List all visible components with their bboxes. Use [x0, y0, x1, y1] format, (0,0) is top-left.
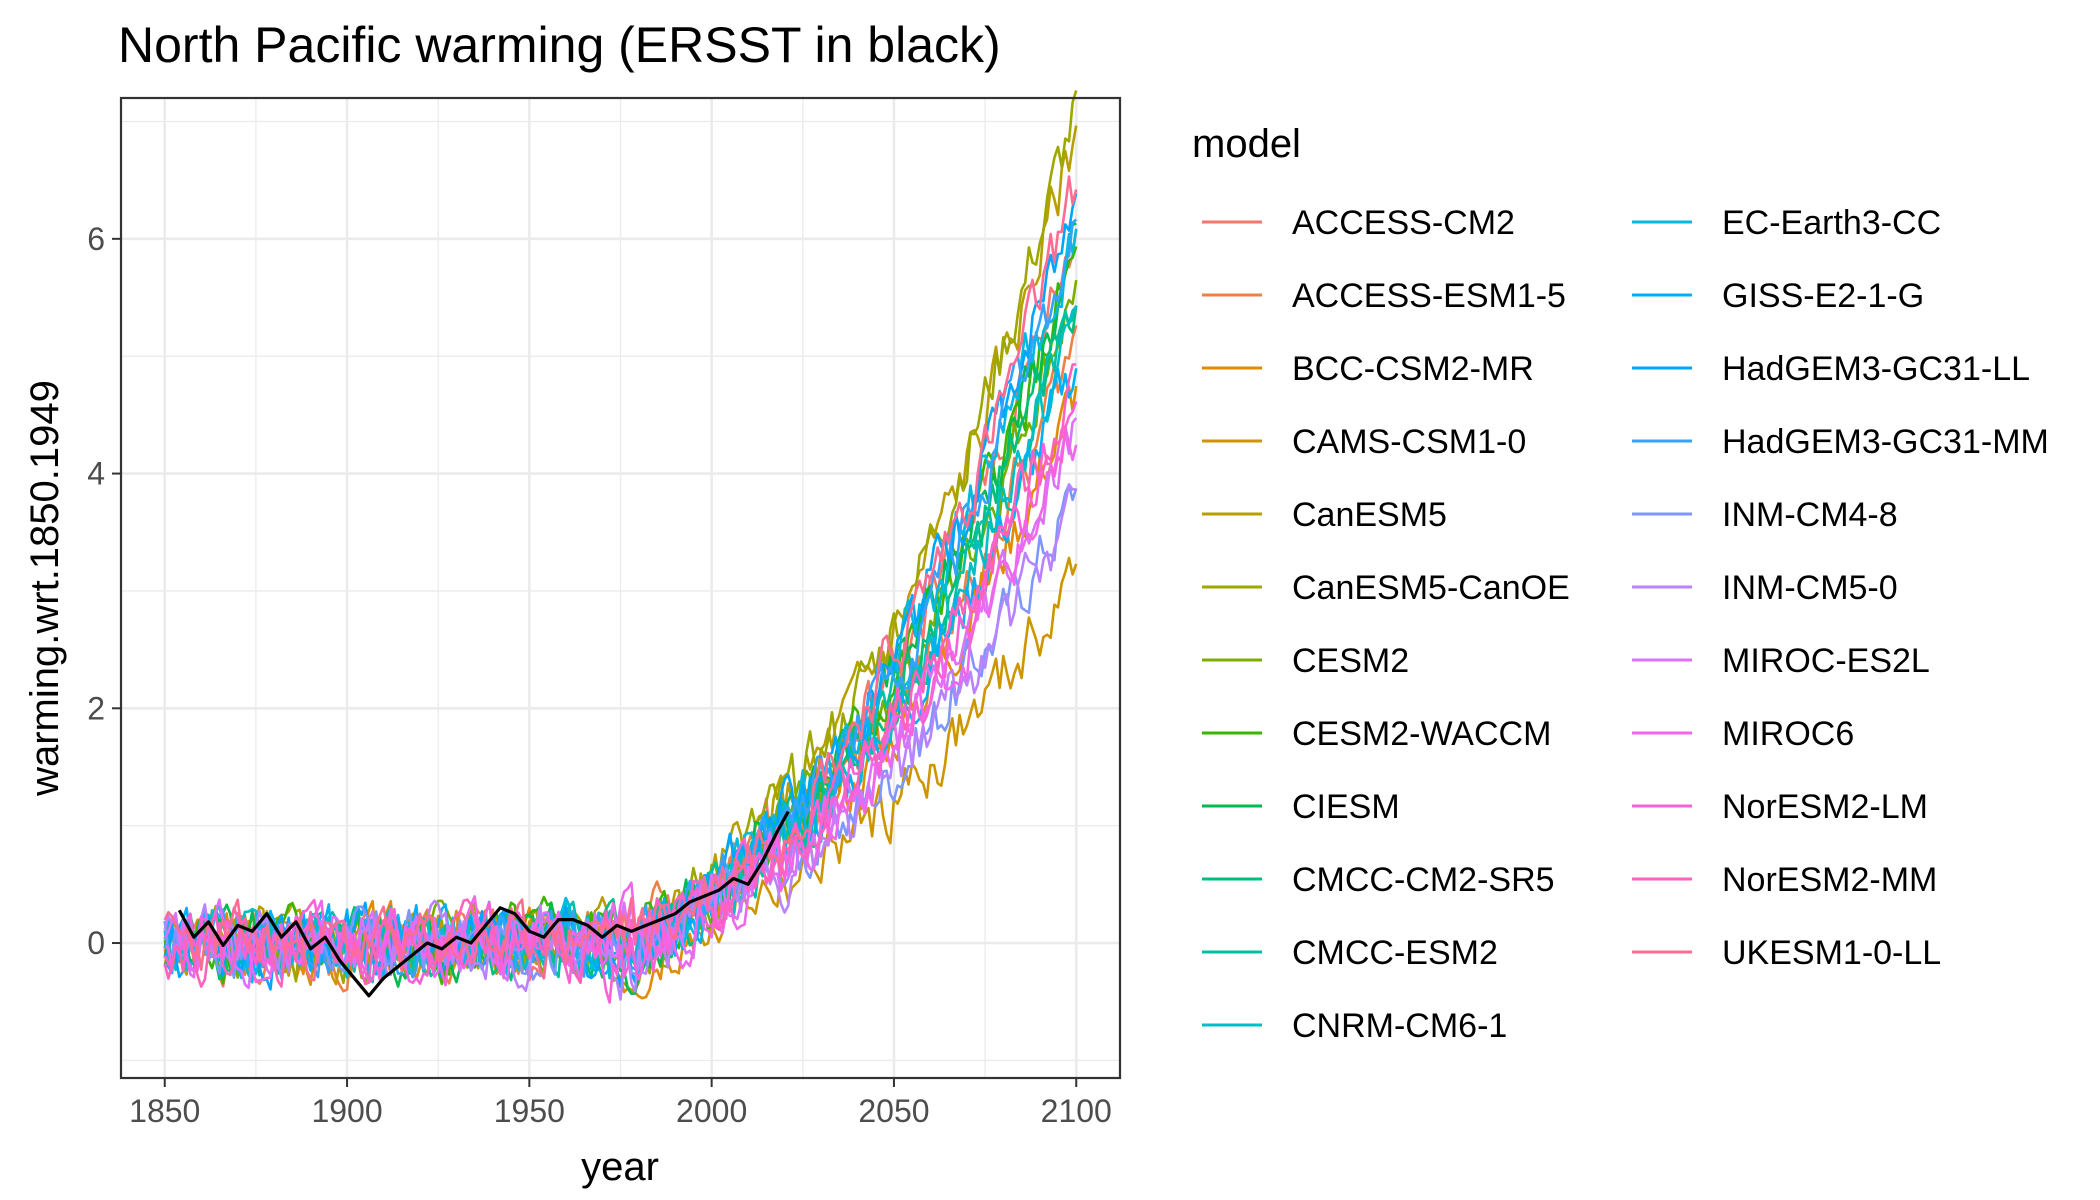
x-tick-label: 2100 — [1041, 1093, 1112, 1129]
legend-label: UKESM1-0-LL — [1722, 934, 1941, 972]
legend-label: CanESM5 — [1292, 496, 1447, 534]
x-tick-label: 1900 — [311, 1093, 382, 1129]
legend-label: MIROC6 — [1722, 715, 1854, 753]
legend-label: BCC-CSM2-MR — [1292, 350, 1534, 388]
y-axis: 0 2 4 6 — [87, 221, 121, 961]
grid — [121, 98, 1120, 1078]
x-tick-label: 1850 — [129, 1093, 200, 1129]
x-tick-label: 2000 — [676, 1093, 747, 1129]
legend-label: MIROC-ES2L — [1722, 642, 1930, 680]
x-tick-label: 2050 — [858, 1093, 929, 1129]
x-axis: 1850 1900 1950 2000 2050 2100 — [129, 1078, 1112, 1129]
x-axis-title: year — [581, 1145, 659, 1189]
legend-label: HadGEM3-GC31-LL — [1722, 350, 2030, 388]
x-tick-label: 1950 — [494, 1093, 565, 1129]
legend-label: HadGEM3-GC31-MM — [1722, 423, 2049, 461]
legend-label: GISS-E2-1-G — [1722, 277, 1924, 315]
chart-title: North Pacific warming (ERSST in black) — [118, 17, 1001, 73]
legend-label: NorESM2-MM — [1722, 861, 1937, 899]
observed-line — [177, 810, 790, 998]
series-lines — [163, 90, 1078, 1004]
series-line-UKESM1-0-LL — [163, 175, 1078, 982]
legend-label: CNRM-CM6-1 — [1292, 1007, 1507, 1045]
legend-label: NorESM2-LM — [1722, 788, 1928, 826]
legend-label: CESM2-WACCM — [1292, 715, 1551, 753]
y-tick-label: 4 — [87, 456, 105, 492]
y-tick-label: 0 — [87, 925, 105, 961]
legend-label: CanESM5-CanOE — [1292, 569, 1570, 607]
legend-label: INM-CM5-0 — [1722, 569, 1898, 607]
y-tick-label: 2 — [87, 690, 105, 726]
legend-label: ACCESS-CM2 — [1292, 204, 1515, 242]
legend-label: INM-CM4-8 — [1722, 496, 1898, 534]
legend-label: CAMS-CSM1-0 — [1292, 423, 1526, 461]
legend-label: ACCESS-ESM1-5 — [1292, 277, 1566, 315]
legend-label: CMCC-ESM2 — [1292, 934, 1498, 972]
observed-series — [177, 810, 790, 998]
y-tick-label: 6 — [87, 221, 105, 257]
plot-border — [119, 96, 1122, 1080]
legend-title: model — [1192, 122, 1301, 166]
series-line-NorESM2-LM — [163, 401, 1078, 1004]
y-axis-title: warming.wrt.1850.1949 — [23, 380, 67, 797]
legend: ACCESS-CM2 ACCESS-ESM1-5 BCC-CSM2-MR CAMS-C… — [1202, 204, 2049, 1045]
legend-label: CIESM — [1292, 788, 1400, 826]
legend-label: CMCC-CM2-SR5 — [1292, 861, 1555, 899]
legend-label: EC-Earth3-CC — [1722, 204, 1941, 242]
legend-label: CESM2 — [1292, 642, 1409, 680]
